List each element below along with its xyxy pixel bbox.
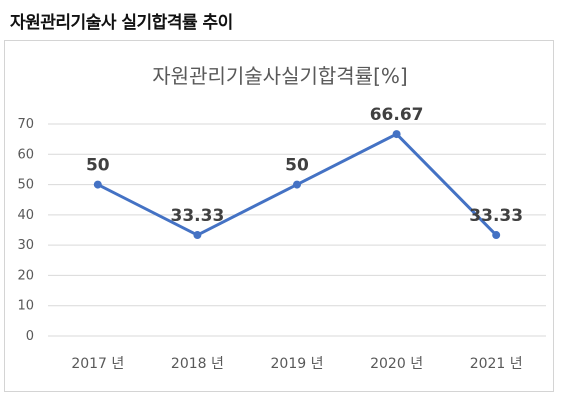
- data-point: [293, 180, 301, 189]
- x-tick-label: 2021 년: [470, 356, 523, 372]
- y-tick-label: 10: [17, 299, 34, 314]
- chart-title: 자원관리기술사실기합격률[%]: [152, 64, 407, 88]
- page-heading: 자원관리기술사 실기합격률 추이: [10, 13, 233, 33]
- data-point: [93, 180, 102, 189]
- data-label: 66.67: [370, 105, 424, 125]
- gridlines: [48, 123, 546, 337]
- x-tick-label: 2019 년: [271, 356, 324, 372]
- x-tick-label: 2018 년: [171, 356, 224, 372]
- x-axis-ticks: 2017 년 2018 년 2019 년 2020 년 2021 년: [71, 356, 522, 372]
- y-tick-label: 30: [17, 238, 34, 253]
- data-point: [492, 231, 501, 240]
- data-label: 33.33: [171, 206, 225, 226]
- y-tick-label: 50: [17, 178, 34, 193]
- y-tick-label: 70: [17, 117, 34, 132]
- x-tick-label: 2020 년: [370, 356, 423, 372]
- data-labels: 50 33.33 50 66.67 33.33: [86, 105, 523, 226]
- data-point: [392, 130, 401, 139]
- data-label: 50: [86, 156, 110, 176]
- y-tick-label: 0: [26, 329, 34, 344]
- data-label: 50: [285, 156, 309, 176]
- series-1: [93, 130, 501, 240]
- y-axis-ticks: 0 10 20 30 40 50 60 70: [17, 117, 34, 344]
- x-tick-label: 2017 년: [71, 356, 124, 372]
- y-tick-label: 40: [17, 208, 34, 223]
- y-tick-label: 20: [17, 268, 34, 283]
- data-point: [193, 231, 202, 240]
- chart-frame: [4, 40, 554, 392]
- data-label: 33.33: [469, 206, 523, 226]
- y-tick-label: 60: [17, 147, 34, 162]
